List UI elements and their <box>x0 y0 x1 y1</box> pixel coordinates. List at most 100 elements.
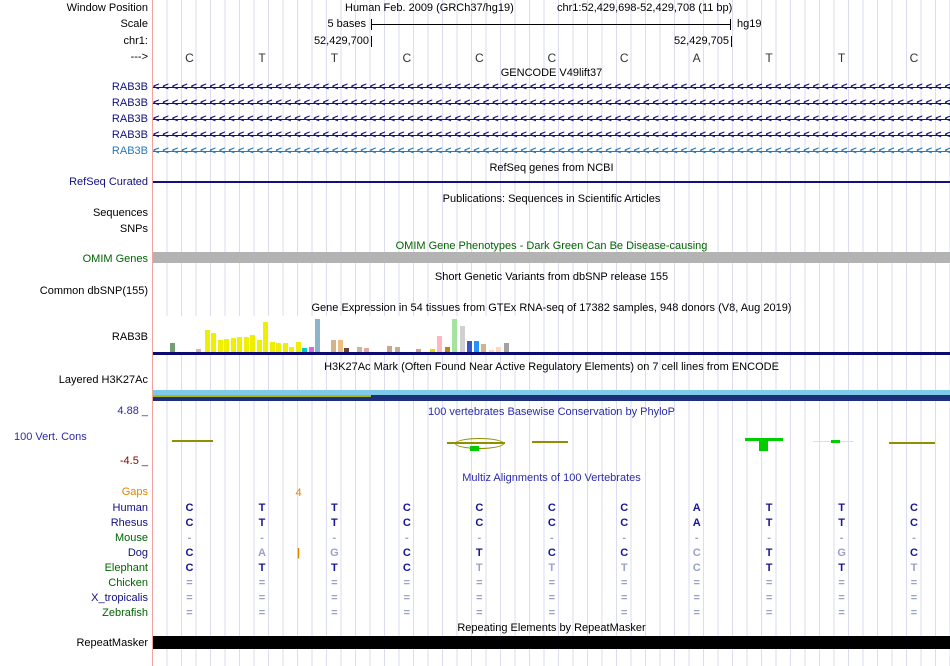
gtex-bar <box>296 342 301 352</box>
species-label: X_tropicalis <box>91 592 148 604</box>
alignment-base: - <box>477 532 482 544</box>
h3k27ac-track-title[interactable]: H3K27Ac Mark (Often Found Near Active Re… <box>324 361 779 373</box>
transcript-row[interactable]: <<<<<<<<<<<<<<<<<<<<<<<<<<<<<<<<<<<<<<<<… <box>153 81 950 94</box>
sequence-base: C <box>474 51 484 65</box>
alignment-base: = <box>620 592 628 604</box>
alignment-base: C <box>620 502 629 514</box>
alignment-base: C <box>910 547 918 559</box>
alignment-base: C <box>475 502 484 514</box>
scale-bar <box>371 24 731 25</box>
scale-value: 5 bases <box>327 18 366 30</box>
alignment-base: G <box>837 547 846 559</box>
alignment-base: C <box>547 502 556 514</box>
sequence-base: C <box>547 51 557 65</box>
alignment-base: T <box>620 562 628 574</box>
alignment-base: - <box>549 532 554 544</box>
multiz-track-title[interactable]: Multiz Alignments of 100 Vertebrates <box>462 472 641 484</box>
gtex-bar <box>489 350 494 352</box>
gtex-bar <box>302 348 307 352</box>
alignment-base: T <box>258 502 266 514</box>
transcript-row[interactable]: <<<<<<<<<<<<<<<<<<<<<<<<<<<<<<<<<<<<<<<<… <box>153 129 950 142</box>
gtex-bar <box>211 333 216 352</box>
gtex-bar <box>309 347 314 352</box>
alignment-base: = <box>693 592 700 604</box>
layered-h3k27ac-label: Layered H3K27Ac <box>58 374 148 386</box>
dbsnp-track-title[interactable]: Short Genetic Variants from dbSNP releas… <box>434 271 669 283</box>
conservation-mark <box>889 442 935 444</box>
transcript-row[interactable]: <<<<<<<<<<<<<<<<<<<<<<<<<<<<<<<<<<<<<<<<… <box>153 145 950 158</box>
omim-gene-bar[interactable] <box>153 252 950 263</box>
h3k27ac-layer <box>153 395 371 397</box>
alignment-base: T <box>838 517 845 529</box>
scale-bar-left-tick <box>371 19 372 30</box>
alignment-base: C <box>185 517 194 529</box>
refseq-curated-label: RefSeq Curated <box>69 176 148 188</box>
alignment-base: - <box>260 532 264 544</box>
alignment-base: C <box>185 562 194 574</box>
alignment-base: C <box>910 502 918 514</box>
sequence-base: C <box>185 51 194 65</box>
publications-track-title[interactable]: Publications: Sequences in Scientific Ar… <box>442 193 661 205</box>
snps-label: SNPs <box>119 223 148 235</box>
alignment-base: = <box>331 607 338 619</box>
sequence-base: T <box>258 51 266 65</box>
alignment-base: T <box>765 562 773 574</box>
alignment-base: C <box>475 517 484 529</box>
alignment-base: C <box>620 547 629 559</box>
alignment-base: = <box>331 577 338 589</box>
omim-track-title[interactable]: OMIM Gene Phenotypes - Dark Green Can Be… <box>395 240 708 252</box>
gap-count-marker: 4 <box>295 487 302 499</box>
alignment-base: - <box>694 532 699 544</box>
window-position-label: Window Position <box>66 2 148 14</box>
gtex-track-title[interactable]: Gene Expression in 54 tissues from GTEx … <box>311 302 792 314</box>
alignment-base: C <box>692 547 701 559</box>
alignment-base: = <box>186 607 193 619</box>
alignment-base: G <box>330 547 339 559</box>
gtex-gene-label: RAB3B <box>111 331 148 343</box>
alignment-base: T <box>258 517 266 529</box>
alignment-base: T <box>258 562 266 574</box>
gtex-bar <box>460 326 465 352</box>
repeatmasker-track-title[interactable]: Repeating Elements by RepeatMasker <box>457 622 646 634</box>
alignment-base: C <box>547 547 556 559</box>
gtex-bar <box>474 341 479 352</box>
alignment-base: - <box>622 532 627 544</box>
gtex-bar <box>257 340 262 352</box>
alignment-base: C <box>547 517 556 529</box>
gtex-bar <box>445 347 450 352</box>
gencode-track-title[interactable]: GENCODE V49lift37 <box>500 67 603 79</box>
coord-right: 52,429,705 <box>673 35 729 47</box>
alignment-base: C <box>185 547 194 559</box>
refseq-gene-bar[interactable] <box>153 181 950 183</box>
h3k27ac-layer <box>153 395 950 401</box>
conservation-mark <box>172 440 213 442</box>
gtex-bar <box>430 349 435 352</box>
alignment-base: = <box>186 577 193 589</box>
gtex-bar <box>263 322 268 352</box>
gene-label: RAB3B <box>111 81 148 93</box>
gene-label: RAB3B <box>111 113 148 125</box>
species-label: Mouse <box>114 532 148 544</box>
alignment-base: = <box>403 577 411 589</box>
refseq-track-title[interactable]: RefSeq genes from NCBI <box>489 162 614 174</box>
sequence-base: T <box>330 51 339 65</box>
gtex-bar <box>338 340 343 352</box>
alignment-base: = <box>476 577 483 589</box>
alignment-base: T <box>765 502 773 514</box>
transcript-row[interactable]: <<<<<<<<<<<<<<<<<<<<<<<<<<<<<<<<<<<<<<<<… <box>153 97 950 110</box>
repeatmasker-element-bar[interactable] <box>153 636 950 649</box>
scale-bar-right-tick <box>730 19 731 30</box>
omim-genes-label: OMIM Genes <box>82 253 148 265</box>
transcript-row[interactable]: <<<<<<<<<<<<<<<<<<<<<<<<<<<<<<<<<<<<<<<<… <box>153 113 950 126</box>
strand-label: ---> <box>130 51 148 63</box>
alignment-base: = <box>693 577 700 589</box>
alignment-base: A <box>258 547 266 559</box>
alignment-base: C <box>910 517 918 529</box>
conservation-track-title[interactable]: 100 vertebrates Basewise Conservation by… <box>427 406 676 418</box>
alignment-base: C <box>402 562 411 574</box>
alignment-base: C <box>620 517 629 529</box>
assembly-title: Human Feb. 2009 (GRCh37/hg19) <box>345 2 514 14</box>
assembly-short: hg19 <box>737 18 762 30</box>
species-label: Rhesus <box>110 517 148 529</box>
